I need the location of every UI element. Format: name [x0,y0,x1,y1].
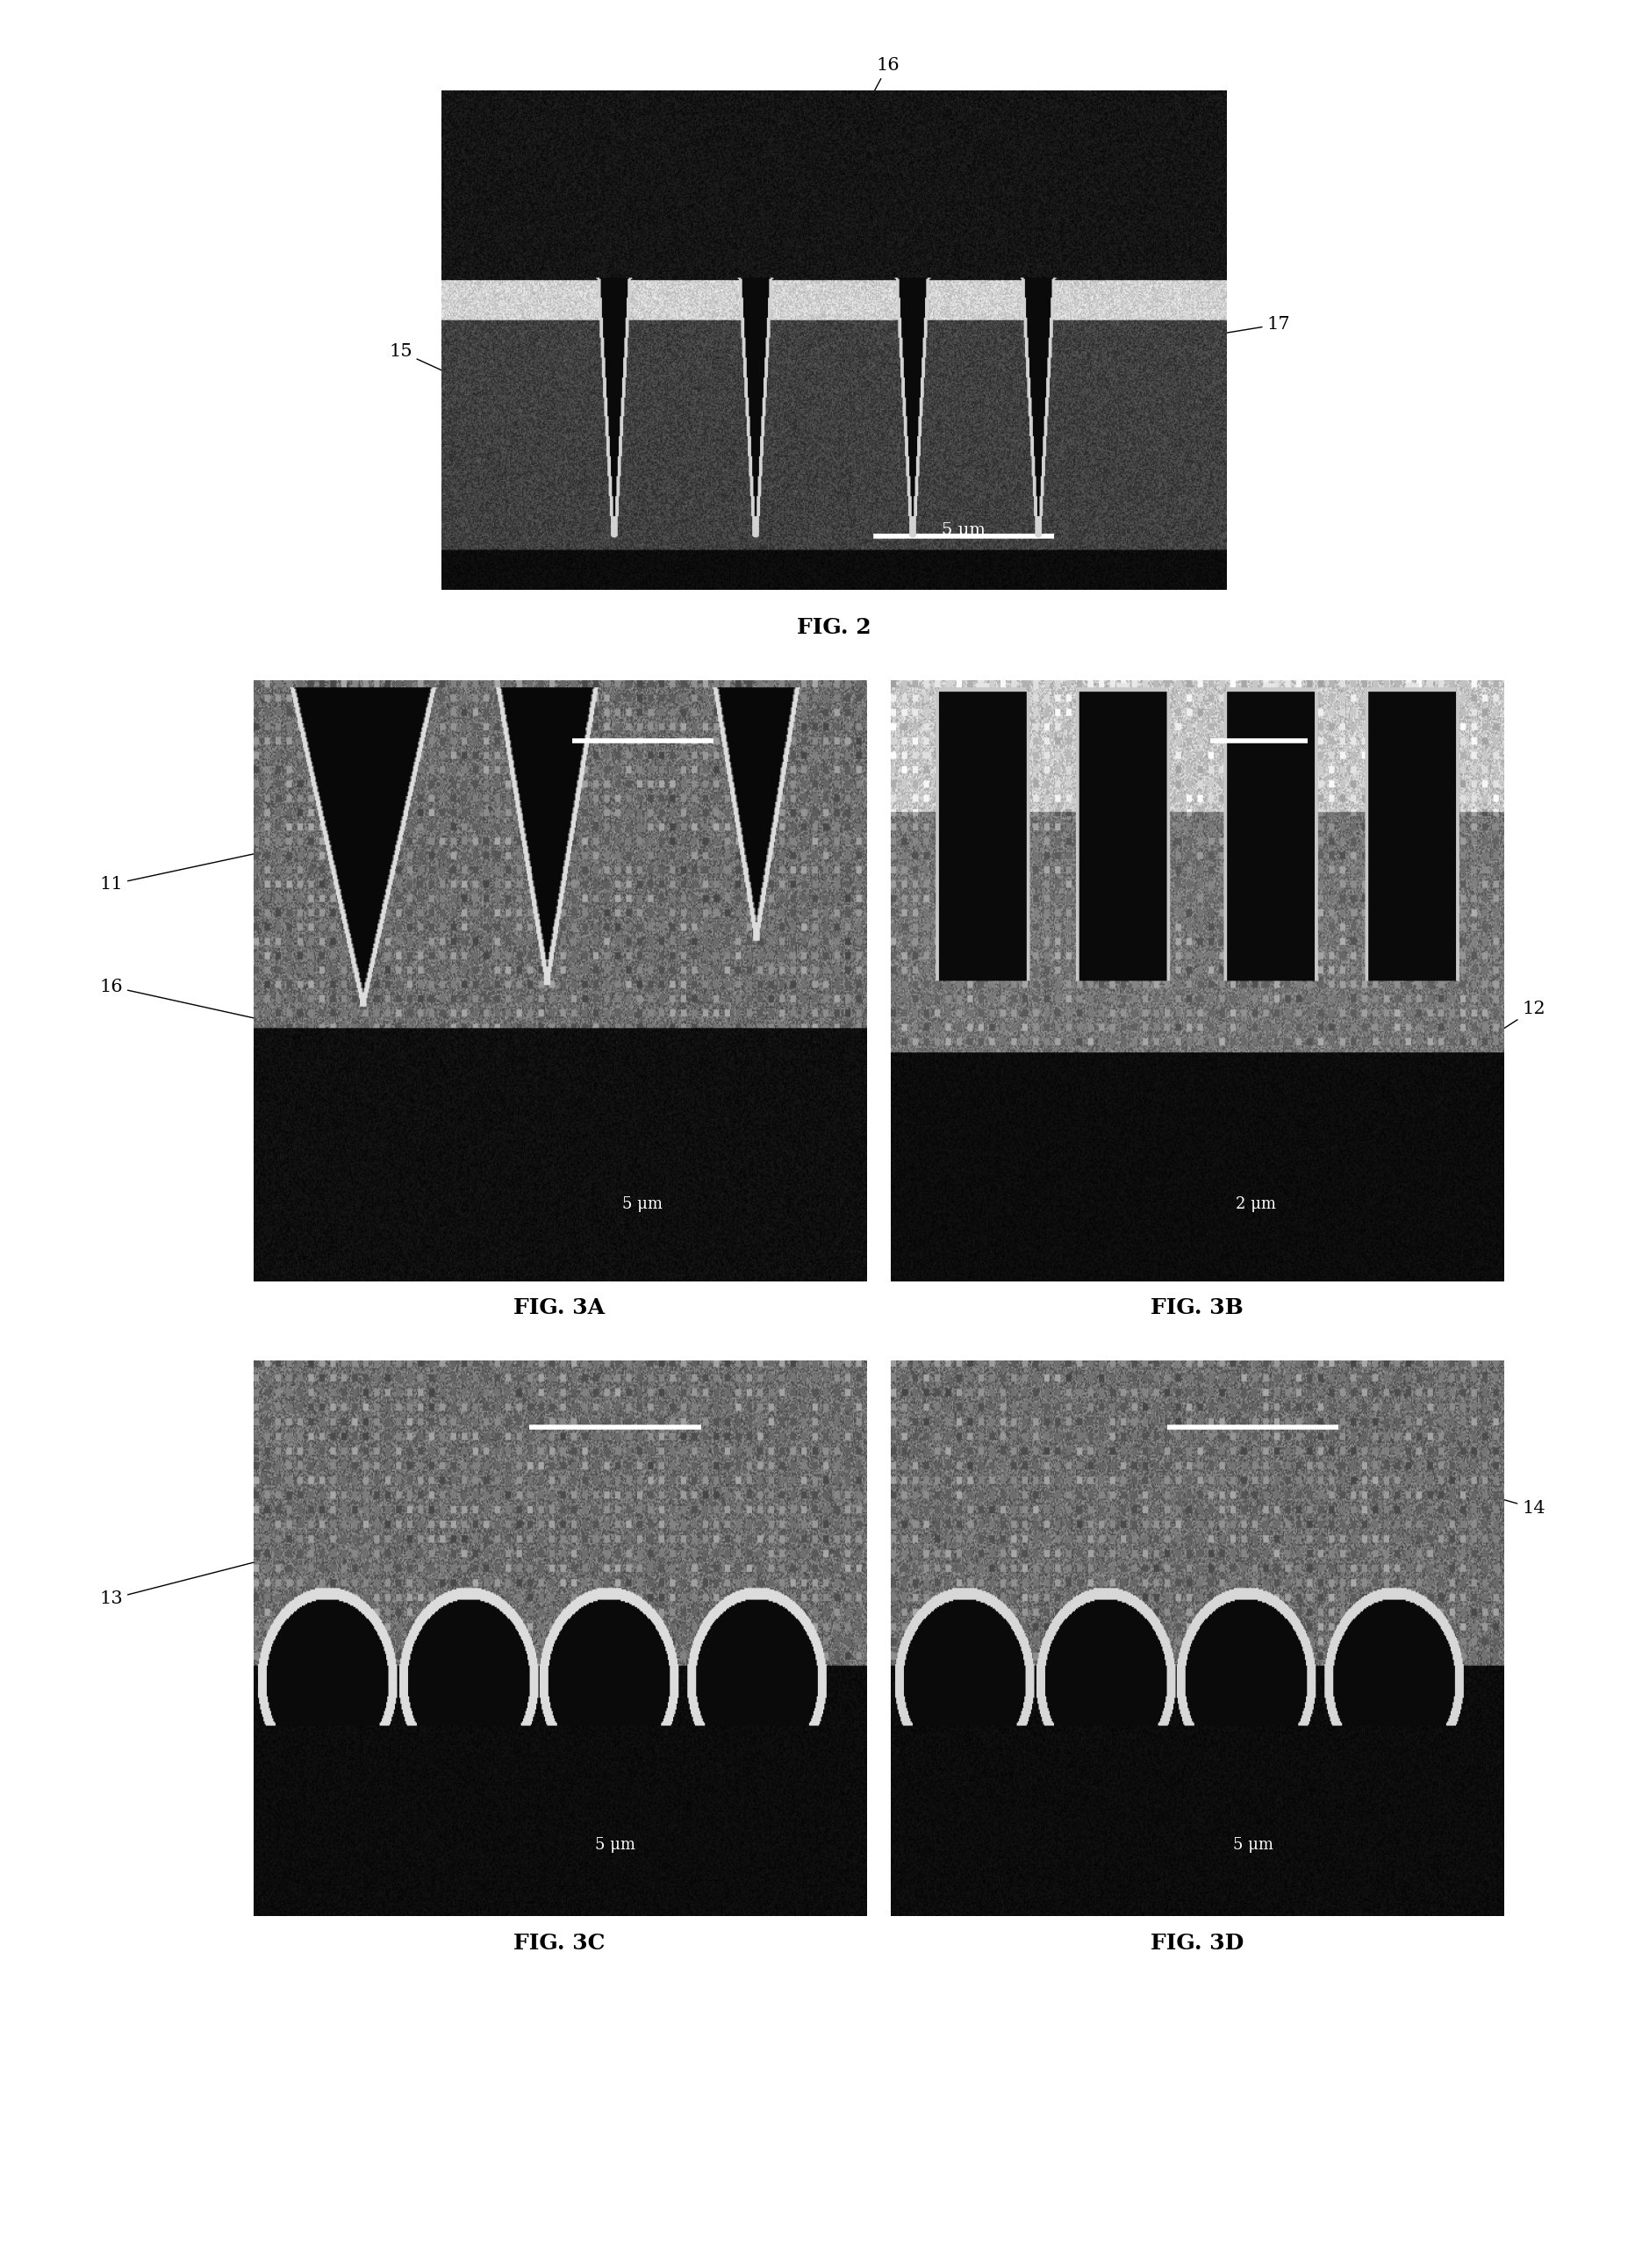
Text: 5 μm: 5 μm [623,1198,662,1213]
Text: 15: 15 [389,342,513,404]
Text: FIG. 2: FIG. 2 [796,617,871,637]
Text: 16: 16 [746,57,899,333]
Text: 13: 13 [100,1560,260,1608]
Text: 17: 17 [1113,315,1290,352]
Text: FIG. 3B: FIG. 3B [1151,1297,1243,1318]
Text: 16: 16 [100,978,284,1025]
Text: FIG. 3D: FIG. 3D [1149,1932,1244,1953]
Text: 2 μm: 2 μm [1236,1198,1275,1213]
Text: 5 μm: 5 μm [1233,1837,1274,1853]
Text: 12: 12 [1465,1000,1545,1052]
Text: FIG. 3A: FIG. 3A [513,1297,605,1318]
Text: 5 μm: 5 μm [942,522,986,538]
Text: FIG. 3C: FIG. 3C [513,1932,605,1953]
Text: 5 μm: 5 μm [595,1837,636,1853]
Text: 11: 11 [100,850,268,894]
Text: 14: 14 [1432,1479,1545,1517]
